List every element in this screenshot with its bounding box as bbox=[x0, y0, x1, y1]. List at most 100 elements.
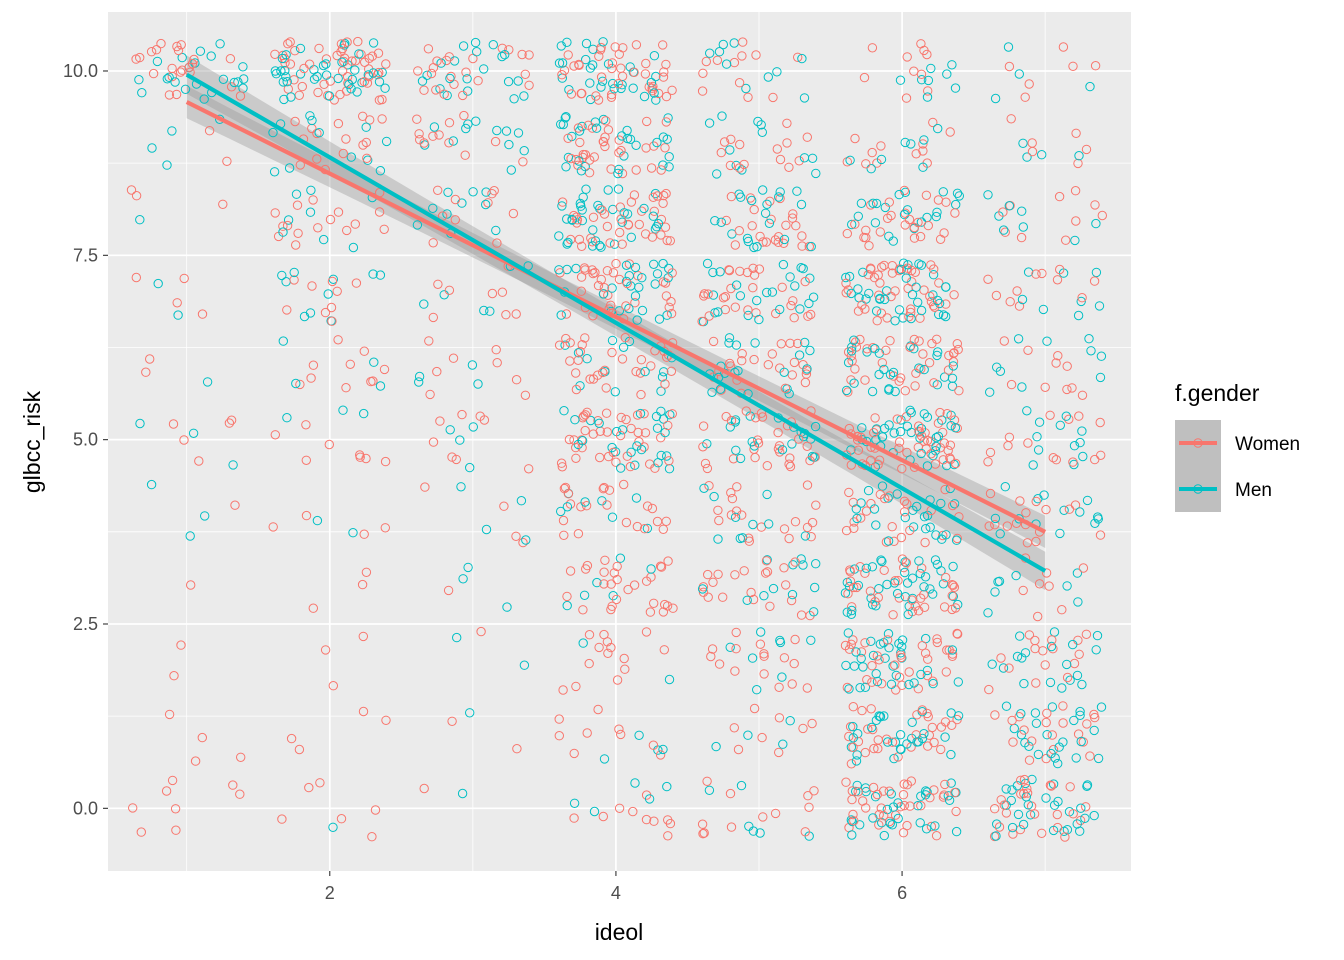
point-women bbox=[1041, 717, 1051, 728]
point-women bbox=[608, 447, 618, 458]
point-men bbox=[999, 225, 1009, 235]
point-women bbox=[1027, 736, 1037, 746]
point-men bbox=[233, 77, 243, 87]
point-men bbox=[1012, 651, 1023, 662]
point-women bbox=[1057, 605, 1067, 615]
point-men bbox=[875, 293, 885, 304]
point-men bbox=[708, 290, 719, 300]
point-men bbox=[581, 54, 591, 65]
point-women bbox=[697, 86, 708, 96]
point-men bbox=[711, 741, 721, 752]
point-women bbox=[270, 208, 280, 218]
point-men bbox=[588, 225, 598, 235]
point-men bbox=[936, 498, 946, 509]
point-men bbox=[1001, 784, 1011, 794]
point-men bbox=[616, 463, 626, 473]
point-men bbox=[926, 63, 936, 74]
point-women bbox=[846, 375, 856, 385]
point-men bbox=[899, 209, 910, 220]
point-men bbox=[603, 185, 613, 195]
point-women bbox=[990, 710, 1000, 720]
point-women bbox=[141, 367, 151, 377]
point-men bbox=[1075, 706, 1085, 717]
point-men bbox=[858, 267, 868, 277]
point-women bbox=[448, 353, 459, 363]
point-men bbox=[844, 581, 855, 592]
point-women bbox=[732, 482, 742, 492]
point-women bbox=[501, 310, 511, 320]
point-men bbox=[810, 421, 821, 432]
point-women bbox=[578, 605, 588, 615]
point-men bbox=[853, 284, 863, 294]
point-women bbox=[1068, 809, 1078, 819]
point-women bbox=[905, 342, 915, 352]
point-men bbox=[1091, 218, 1101, 229]
point-women bbox=[779, 238, 789, 249]
point-men bbox=[656, 386, 666, 396]
point-men bbox=[1037, 150, 1047, 160]
point-women bbox=[1031, 496, 1041, 507]
point-men bbox=[930, 821, 940, 831]
point-women bbox=[743, 92, 753, 103]
point-men bbox=[874, 369, 884, 380]
point-women bbox=[511, 375, 522, 385]
point-women bbox=[802, 480, 813, 490]
point-women bbox=[848, 635, 858, 645]
point-women bbox=[380, 456, 391, 467]
point-women bbox=[763, 360, 773, 370]
point-women bbox=[918, 139, 928, 149]
point-men bbox=[607, 335, 618, 346]
point-men bbox=[664, 162, 674, 172]
point-men bbox=[799, 93, 810, 103]
point-men bbox=[876, 154, 887, 165]
point-women bbox=[569, 748, 579, 759]
point-men bbox=[473, 379, 483, 389]
point-women bbox=[766, 214, 776, 225]
point-men bbox=[950, 423, 961, 433]
point-men bbox=[743, 730, 753, 740]
point-women bbox=[945, 453, 955, 463]
point-men bbox=[792, 186, 802, 196]
point-women bbox=[601, 408, 612, 418]
point-men bbox=[883, 629, 894, 639]
point-men bbox=[778, 739, 788, 749]
point-men bbox=[229, 77, 240, 88]
point-men bbox=[649, 259, 659, 269]
point-women bbox=[781, 220, 791, 231]
point-women bbox=[896, 652, 906, 663]
point-men bbox=[471, 116, 481, 126]
point-women bbox=[784, 459, 794, 469]
point-men bbox=[928, 270, 939, 280]
point-women bbox=[596, 72, 607, 82]
point-women bbox=[777, 282, 787, 292]
point-women bbox=[1023, 438, 1033, 448]
point-women bbox=[873, 459, 883, 470]
point-men bbox=[180, 84, 191, 95]
point-men bbox=[1032, 432, 1042, 442]
point-women bbox=[617, 239, 627, 249]
point-women bbox=[446, 71, 456, 82]
point-women bbox=[511, 531, 521, 541]
point-women bbox=[731, 627, 741, 638]
point-men bbox=[762, 555, 772, 565]
point-women bbox=[747, 221, 757, 231]
point-men bbox=[912, 501, 922, 512]
point-men bbox=[1023, 267, 1034, 277]
point-women bbox=[916, 801, 926, 811]
point-men bbox=[162, 74, 173, 84]
point-women bbox=[941, 299, 951, 309]
point-men bbox=[730, 417, 740, 427]
point-women bbox=[577, 340, 587, 350]
point-men bbox=[735, 291, 746, 301]
point-women bbox=[443, 585, 454, 596]
point-women bbox=[663, 815, 673, 825]
point-men bbox=[607, 283, 617, 293]
point-women bbox=[1022, 784, 1032, 794]
point-men bbox=[465, 462, 475, 473]
point-women bbox=[948, 357, 959, 367]
point-women bbox=[759, 649, 769, 659]
point-men bbox=[808, 292, 819, 302]
point-men bbox=[844, 684, 854, 694]
point-women bbox=[991, 290, 1002, 301]
point-women bbox=[806, 532, 816, 542]
